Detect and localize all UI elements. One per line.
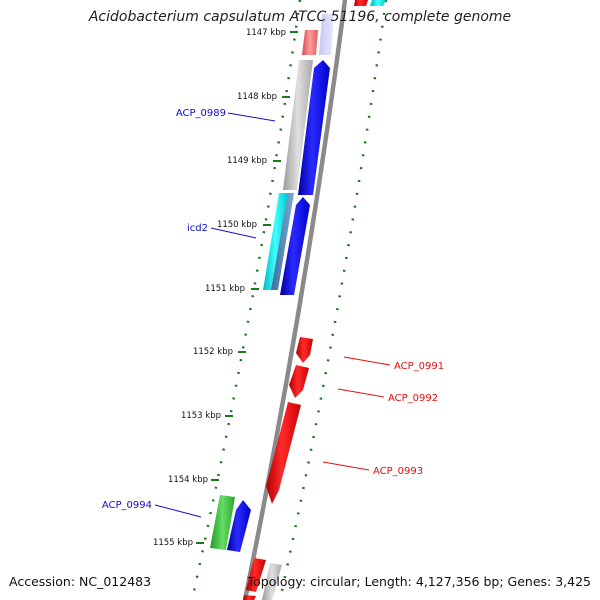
- tick-label: 1153 kbp: [181, 411, 221, 421]
- tick-label: 1148 kbp: [237, 92, 277, 102]
- tick-label: 1151 kbp: [205, 284, 245, 294]
- gene-label-acp0989: ACP_0989: [176, 108, 226, 119]
- leader-line-icd2: [210, 227, 257, 239]
- gene-arrow-red-bottom-2: [243, 595, 256, 600]
- tick-label: 1155 kbp: [153, 538, 193, 548]
- gene-arrow-red-bottom: [246, 558, 266, 592]
- gene-arrow-blue-3: [227, 500, 251, 552]
- leader-line-acp0992: [337, 388, 385, 398]
- genome-summary-text: Topology: circular; Length: 4,127,356 bp…: [247, 574, 591, 589]
- gene-arrow-green-acp0994: [210, 495, 235, 550]
- gene-arrow-gray-bottom: [262, 563, 282, 600]
- gene-label-acp0991: ACP_0991: [394, 361, 444, 372]
- genome-title: Acidobacterium capsulatum ATCC 51196, co…: [88, 9, 512, 25]
- gene-label-icd2: icd2: [187, 223, 208, 234]
- accession-text: Accession: NC_012483: [9, 574, 152, 589]
- gene-label-acp0994: ACP_0994: [102, 500, 152, 511]
- gene-arrow-acp0992: [289, 365, 309, 398]
- gene-arrow-cyan-top: [370, 0, 386, 6]
- tick-label: 1150 kbp: [217, 220, 257, 230]
- gene-arrow-acp0991: [296, 337, 313, 363]
- leader-line-acp0991: [343, 356, 391, 366]
- tick-label: 1147 kbp: [246, 28, 286, 38]
- gene-arrow-acp0993: [266, 402, 301, 504]
- leader-line-acp0993: [322, 461, 370, 471]
- genome-backbone: [242, 0, 348, 600]
- gene-label-acp0992: ACP_0992: [388, 393, 438, 404]
- tick-label: 1149 kbp: [227, 156, 267, 166]
- gene-label-acp0993: ACP_0993: [373, 466, 423, 477]
- tick-label: 1154 kbp: [168, 475, 208, 485]
- kbp-ticks: 1147 kbp 1148 kbp 1149 kbp 1150 kbp 1151…: [153, 28, 298, 548]
- gene-arrow-gray-acp0989: [283, 60, 313, 190]
- gene-arrow-blue-2: [280, 197, 310, 295]
- gene-arrow-lavender: [319, 14, 334, 55]
- tick-label: 1152 kbp: [193, 347, 233, 357]
- gene-arrow-cyan-icd2: [263, 193, 288, 290]
- leader-line-acp0994: [154, 504, 202, 518]
- gene-arrow-blue-1: [298, 60, 330, 195]
- gene-arrow-red-top: [354, 0, 368, 6]
- gene-arrow-steel: [271, 193, 294, 290]
- leader-line-acp0989: [227, 112, 276, 122]
- gene-arrow-pink: [302, 30, 318, 55]
